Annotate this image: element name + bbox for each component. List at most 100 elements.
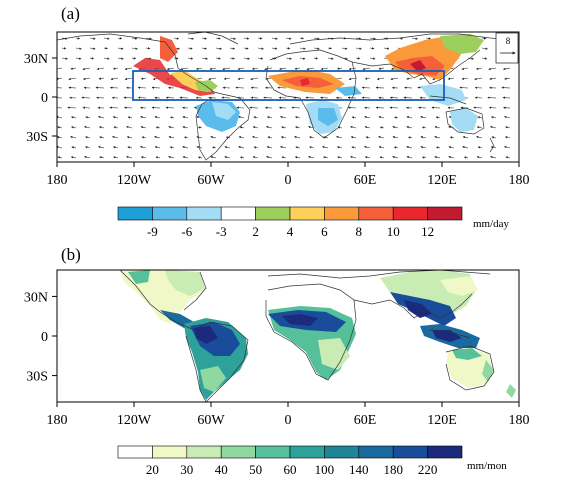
wind-arrow: [355, 57, 361, 60]
wind-arrow: [180, 67, 189, 71]
wind-arrow: [117, 37, 123, 40]
wind-arrow: [238, 145, 245, 149]
wind-arrow: [243, 37, 250, 40]
wind-arrow: [112, 146, 119, 149]
wind-arrow: [113, 126, 119, 129]
wind-arrow: [364, 77, 371, 80]
wind-arrow: [251, 67, 259, 70]
wind-arrow: [285, 37, 292, 40]
anomaly-sahara-strip: [335, 86, 362, 96]
precip-south-america-south: [200, 366, 226, 392]
y-tick-label: 30N: [24, 290, 48, 305]
colorbar-swatch: [255, 206, 291, 221]
colorbar-swatch: [186, 206, 222, 221]
wind-arrow: [434, 155, 441, 159]
wind-arrow: [89, 37, 96, 40]
colorbar-swatch: [117, 445, 153, 459]
wind-arrow: [420, 145, 427, 149]
wind-arrow: [131, 37, 138, 40]
wind-arrow: [71, 116, 77, 119]
wind-arrow: [369, 37, 376, 40]
y-tick-label: 30S: [26, 130, 48, 145]
wind-arrow: [420, 136, 427, 139]
precip-nz: [506, 384, 516, 398]
wind-arrow: [84, 146, 91, 149]
wind-arrow: [474, 77, 483, 81]
wind-arrow: [103, 57, 110, 60]
wind-arrow: [154, 146, 161, 149]
colorbar-swatch: [289, 445, 325, 459]
precip-amazon-darkest: [194, 326, 218, 344]
wind-arrow: [168, 155, 175, 159]
wind-arrow: [295, 126, 301, 129]
colorbar-swatch: [186, 445, 222, 459]
wind-arrow: [323, 156, 329, 159]
wind-arrow: [131, 47, 138, 50]
wind-arrow: [212, 146, 217, 149]
precip-africa-south: [318, 338, 350, 370]
wind-arrow: [461, 67, 469, 70]
wind-arrow: [477, 146, 483, 149]
wind-arrow: [182, 116, 189, 119]
wind-arrow: [210, 155, 217, 159]
wind-arrow: [406, 77, 413, 80]
wind-arrow: [113, 156, 119, 159]
wind-arrow: [462, 136, 469, 139]
wind-arrow: [406, 156, 413, 159]
wind-arrow: [461, 77, 469, 80]
wind-arrow: [393, 146, 399, 149]
wind-arrow: [98, 77, 105, 80]
wind-arrow: [481, 37, 487, 40]
wind-arrow: [435, 116, 441, 119]
panel-a-colorbar-unit: mm/day: [473, 218, 510, 230]
wind-arrow: [475, 67, 483, 70]
wind-arrow: [238, 136, 245, 139]
wind-arrow: [243, 47, 249, 50]
wind-arrow: [280, 136, 287, 139]
wind-arrow: [112, 116, 119, 119]
wind-arrow: [505, 156, 511, 159]
colorbar-swatch: [289, 206, 325, 221]
wind-arrow: [117, 47, 124, 50]
x-tick-label: 120E: [427, 173, 457, 188]
wind-arrow: [85, 116, 91, 119]
anomaly-south-africa-dark: [318, 108, 338, 126]
wind-arrow: [313, 37, 320, 40]
anomaly-south-america-light: [212, 102, 236, 120]
wind-arrow: [98, 115, 105, 119]
wind-arrow: [140, 115, 147, 119]
x-tick-label: 0: [285, 413, 292, 428]
wind-arrow: [85, 136, 91, 139]
wind-arrow: [481, 57, 488, 60]
wind-arrow: [462, 145, 469, 149]
wind-arrow: [378, 116, 385, 119]
wind-arrow: [364, 115, 371, 119]
wind-arrow: [490, 116, 497, 119]
wind-arrow: [223, 77, 231, 80]
wind-arrow: [196, 135, 203, 139]
wind-arrow: [490, 155, 497, 159]
wind-arrow: [154, 135, 161, 139]
wind-arrow: [57, 77, 63, 80]
panel-a-coastlines: [57, 32, 513, 161]
wind-arrow: [252, 156, 259, 159]
precip-australia-north: [452, 348, 482, 360]
wind-arrow: [215, 37, 221, 40]
colorbar-swatch: [427, 206, 463, 221]
panel-b-map: [56, 269, 520, 403]
wind-arrow: [140, 77, 147, 80]
wind-arrow: [299, 37, 304, 40]
wind-arrow: [411, 37, 418, 40]
wind-arrow: [82, 67, 91, 71]
wind-arrow: [84, 125, 91, 129]
wind-arrow: [57, 136, 63, 139]
wind-arrow: [257, 57, 264, 60]
wind-arrow: [140, 156, 147, 159]
wind-arrow: [491, 136, 497, 139]
wind-arrow: [112, 67, 119, 70]
wind-arrow: [224, 155, 231, 159]
wind-arrow: [448, 146, 455, 149]
wind-arrow: [341, 47, 348, 50]
wind-arrow: [348, 67, 357, 71]
